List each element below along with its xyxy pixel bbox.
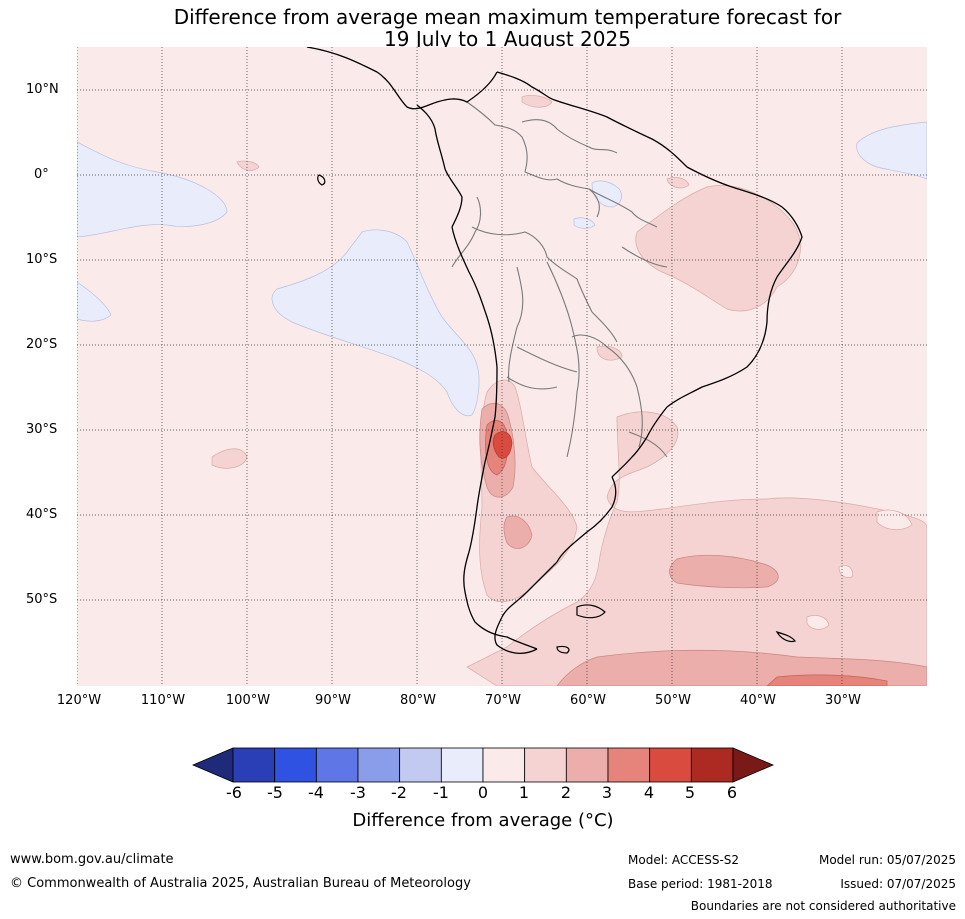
lon-label-50w: 50°W (655, 693, 691, 708)
colorbar-segment (274, 747, 317, 783)
colorbar-tick: -1 (433, 783, 449, 802)
lon-label-40w: 40°W (740, 693, 776, 708)
lon-label-80w: 80°W (400, 693, 436, 708)
colorbar-tick: 5 (684, 783, 696, 802)
colorbar-tick: 4 (643, 783, 655, 802)
map-title-line2: 19 July to 1 August 2025 (384, 27, 631, 51)
colorbar-segment (565, 747, 609, 783)
lon-label-90w: 90°W (315, 693, 351, 708)
colorbar-tick: 3 (601, 783, 613, 802)
colorbar-tick: -5 (267, 783, 283, 802)
lat-label-10s: 10°S (26, 252, 58, 267)
lat-label-10n: 10°N (26, 82, 59, 97)
anomaly-near-zero-patches (806, 509, 913, 630)
colorbar-tick: 0 (477, 783, 489, 802)
colorbar-label: Difference from average (°C) (352, 810, 614, 831)
map-plot-area (77, 47, 927, 686)
colorbar-tick: -4 (308, 783, 324, 802)
colorbar-segment (315, 747, 359, 783)
colorbar-tick: 2 (560, 783, 572, 802)
footer-base-period: Base period: 1981-2018 (628, 877, 773, 891)
footer-model-run: Model run: 05/07/2025 (818, 853, 956, 867)
lon-label-120w: 120°W (56, 693, 102, 708)
footer-issued: Issued: 07/07/2025 (840, 877, 956, 891)
colorbar-segment (690, 747, 734, 783)
lat-label-40s: 40°S (26, 507, 58, 522)
colorbar-tick: 1 (518, 783, 530, 802)
colorbar-tick: -2 (391, 783, 407, 802)
lon-label-60w: 60°W (570, 693, 606, 708)
lat-label-50s: 50°S (26, 592, 58, 607)
colorbar-tick: -6 (226, 783, 242, 802)
colorbar-segment (399, 747, 442, 783)
lon-label-30w: 30°W (825, 693, 861, 708)
colorbar-arrow-low (192, 747, 234, 783)
footer-model: Model: ACCESS-S2 (628, 853, 740, 867)
colorbar-tick: 6 (726, 783, 738, 802)
colorbar-segment (357, 747, 401, 783)
footer-disclaimer: Boundaries are not considered authoritat… (690, 899, 956, 913)
coastline (306, 47, 803, 655)
anomaly-negative-areas (77, 121, 927, 417)
lon-label-70w: 70°W (485, 693, 521, 708)
colorbar (192, 747, 774, 783)
colorbar-segment (649, 747, 692, 783)
footer-copyright: © Commonwealth of Australia 2025, Austra… (10, 876, 471, 891)
colorbar-tick: -3 (350, 783, 366, 802)
lon-label-100w: 100°W (225, 693, 271, 708)
colorbar-segment (607, 747, 651, 783)
map-title-line1: Difference from average mean maximum tem… (173, 5, 842, 29)
anomaly-positive-4-to-5 (492, 431, 513, 459)
lat-label-20s: 20°S (26, 337, 58, 352)
colorbar-segment (524, 747, 567, 783)
lon-label-110w: 110°W (140, 693, 186, 708)
colorbar-segment (482, 747, 526, 783)
lat-label-30s: 30°S (26, 422, 58, 437)
islands (317, 174, 796, 654)
footer-website: www.bom.gov.au/climate (10, 852, 174, 867)
colorbar-segment (440, 747, 484, 783)
colorbar-arrow-high (732, 747, 774, 783)
country-boundaries (451, 101, 668, 458)
lat-label-0: 0° (34, 167, 49, 182)
colorbar-segment (232, 747, 276, 783)
graticule (77, 47, 927, 686)
